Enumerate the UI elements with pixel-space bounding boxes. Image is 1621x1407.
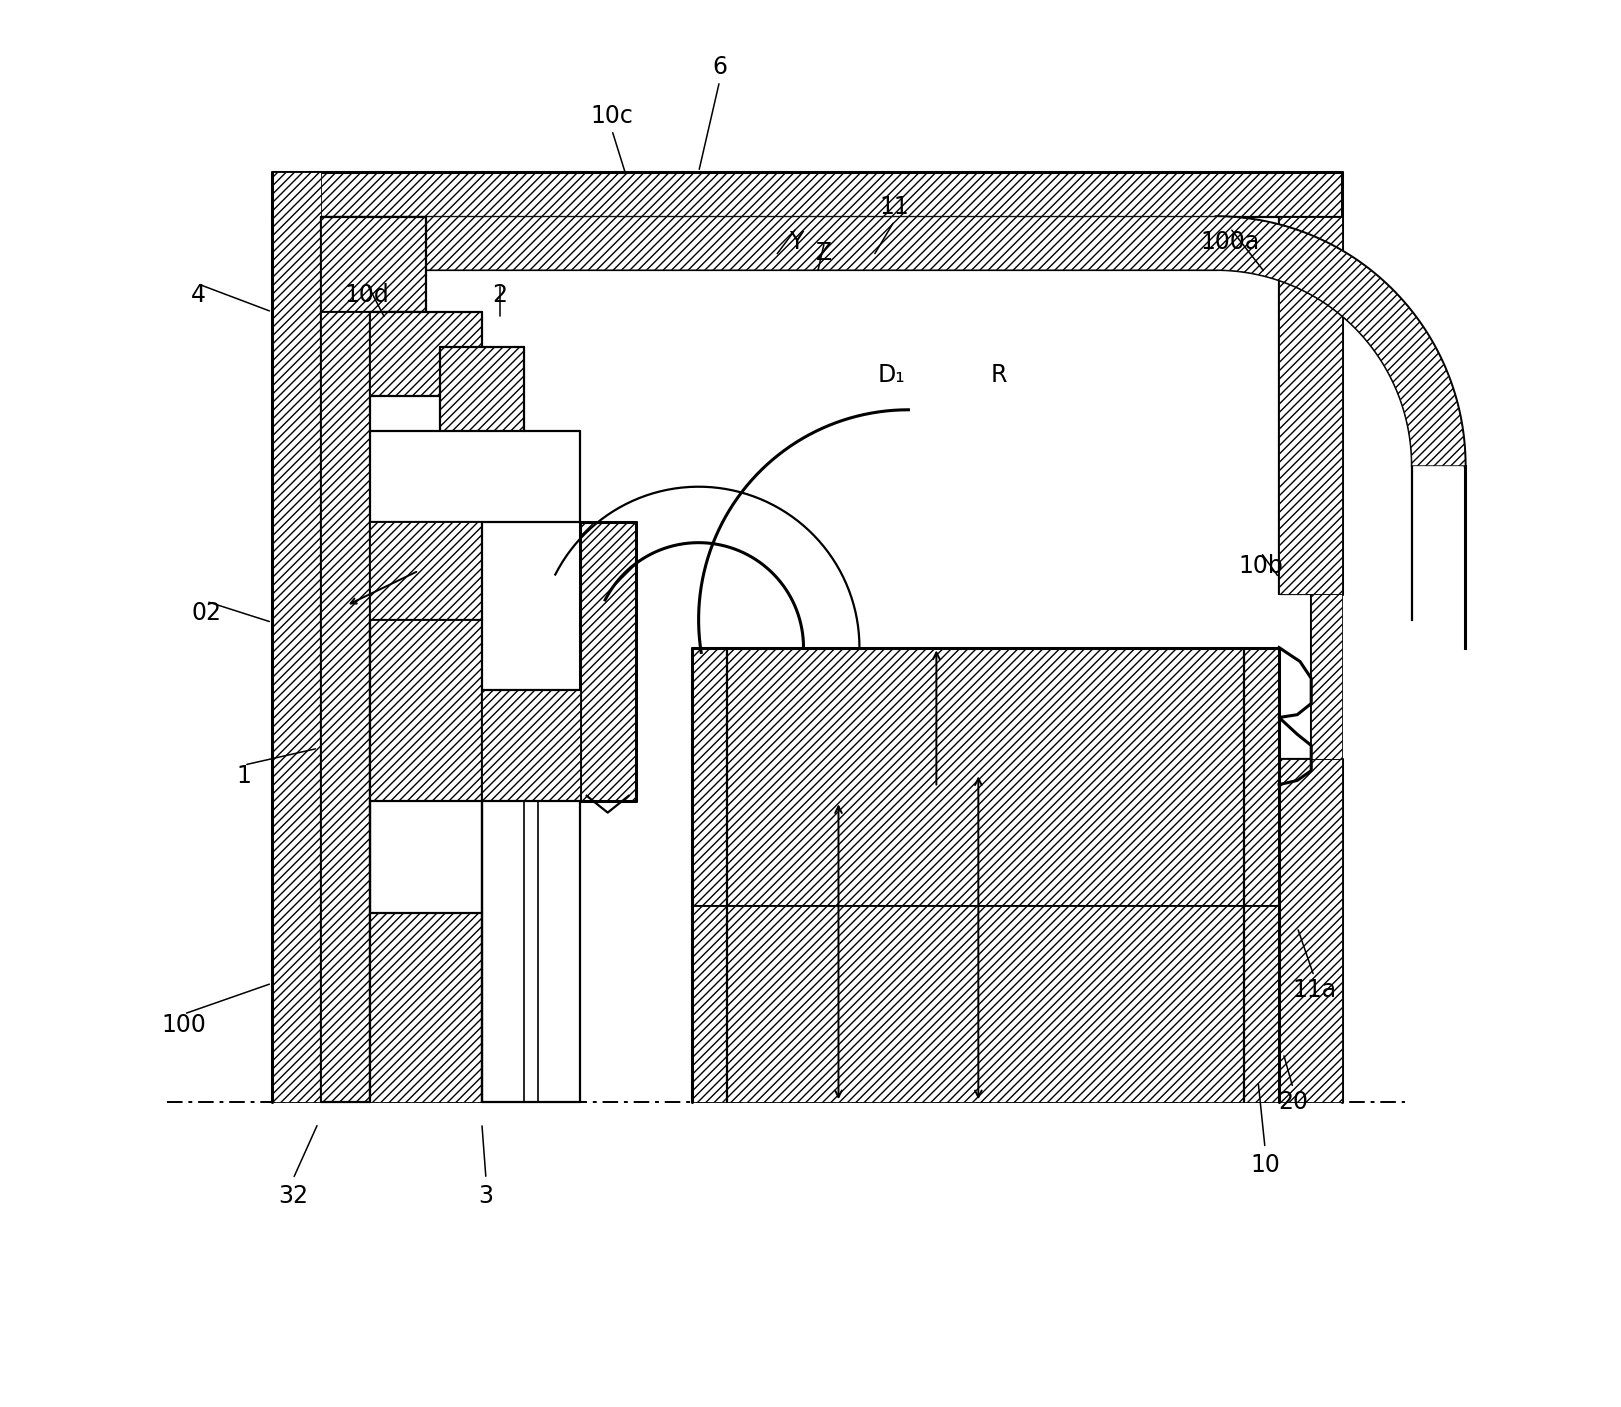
Text: 11: 11 (880, 196, 909, 219)
Bar (272, 172, 1342, 217)
Text: 100a: 100a (1201, 229, 1260, 253)
Polygon shape (370, 312, 481, 395)
Polygon shape (370, 522, 481, 619)
Text: R: R (990, 363, 1008, 387)
Bar (692, 906, 1279, 1102)
Text: D₁: D₁ (879, 363, 906, 387)
Text: 32: 32 (277, 1183, 308, 1207)
Text: 2: 2 (493, 283, 507, 307)
Polygon shape (1279, 217, 1342, 594)
Text: 10d: 10d (345, 283, 389, 307)
Polygon shape (370, 619, 481, 802)
Polygon shape (321, 312, 370, 1102)
Text: Y: Y (789, 229, 804, 253)
Bar (481, 689, 580, 802)
Text: 6: 6 (712, 55, 728, 79)
Polygon shape (370, 913, 481, 1102)
Bar (272, 172, 321, 1102)
Bar (439, 348, 524, 431)
Text: 02: 02 (191, 601, 222, 625)
Text: 11a: 11a (1292, 978, 1336, 1002)
Polygon shape (321, 217, 426, 312)
Text: 20: 20 (1277, 1090, 1308, 1114)
Text: 1: 1 (237, 764, 251, 788)
Polygon shape (418, 217, 1465, 466)
Bar (580, 522, 635, 802)
Text: Z: Z (817, 241, 833, 265)
Text: 100: 100 (162, 1013, 206, 1037)
Text: 10c: 10c (590, 104, 634, 128)
Text: 3: 3 (478, 1183, 493, 1207)
Polygon shape (1279, 760, 1342, 1102)
Text: 4: 4 (190, 283, 206, 307)
Text: 10: 10 (1250, 1154, 1281, 1178)
Text: 10b: 10b (1238, 554, 1284, 578)
Bar (692, 647, 1279, 906)
Polygon shape (1279, 594, 1342, 760)
